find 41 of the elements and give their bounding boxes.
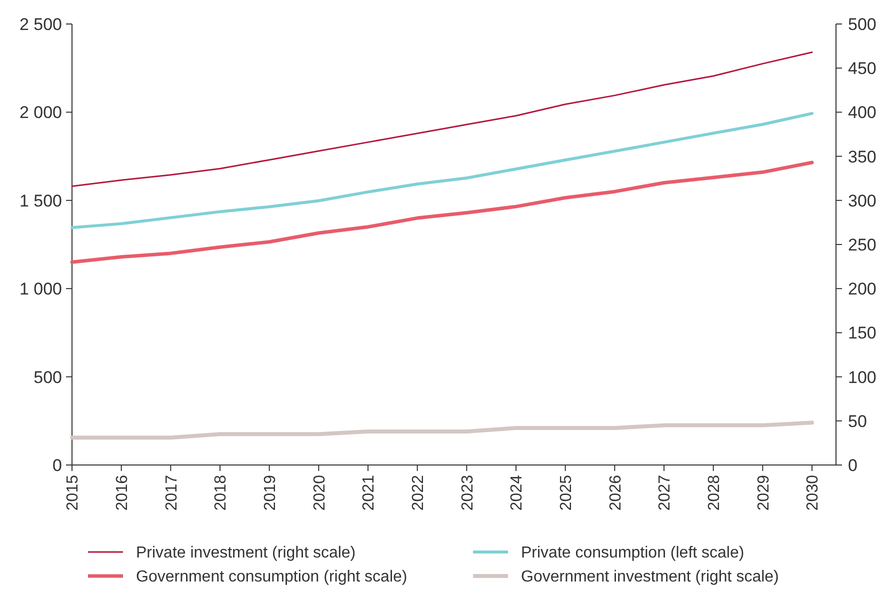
- legend-label: Government consumption (right scale): [136, 568, 408, 586]
- x-tick-label: 2025: [558, 474, 575, 511]
- y2-tick-label: 200: [848, 280, 876, 299]
- x-tick-label: 2023: [459, 474, 476, 511]
- x-tick-label: 2028: [706, 474, 723, 511]
- x-tick-label: 2020: [311, 474, 328, 511]
- y-tick-label: 2 500: [19, 14, 62, 34]
- y-tick-label: 0: [52, 456, 62, 475]
- x-tick-label: 2019: [262, 474, 279, 511]
- y-tick-label: 500: [34, 368, 62, 387]
- x-tick-label: 2021: [360, 474, 378, 511]
- y2-tick-label: 450: [848, 59, 876, 78]
- y-tick-label: 2 000: [19, 103, 62, 122]
- x-tick-label: 2022: [410, 474, 427, 511]
- x-tick-label: 2018: [212, 474, 230, 511]
- x-tick-label: 2016: [114, 474, 131, 511]
- x-tick-label: 2026: [607, 474, 624, 511]
- line-series: [71, 51, 813, 188]
- y-tick-label: 1 500: [19, 191, 62, 210]
- y-tick-label: 1 000: [19, 280, 62, 299]
- line-series: [70, 160, 814, 264]
- x-tick-label: 2024: [508, 474, 526, 511]
- y2-tick-label: 400: [848, 103, 876, 122]
- line-series: [70, 112, 814, 230]
- line-series: [70, 420, 814, 440]
- y2-tick-label: 300: [848, 191, 876, 210]
- x-tick-label: 2029: [755, 474, 772, 511]
- y2-tick-label: 500: [848, 14, 876, 34]
- legend-label: Private investment (right scale): [136, 544, 356, 562]
- x-tick-label: 2017: [163, 474, 180, 511]
- x-tick-label: 2027: [656, 474, 674, 511]
- y2-tick-label: 100: [848, 368, 876, 387]
- y2-tick-label: 150: [848, 324, 876, 343]
- y2-tick-label: 50: [848, 412, 867, 431]
- y2-tick-label: 350: [848, 147, 876, 166]
- y2-tick-label: 250: [848, 235, 876, 254]
- legend-label: Private consumption (left scale): [521, 544, 744, 562]
- legend-label: Government investment (right scale): [521, 568, 779, 586]
- x-tick-label: 2015: [64, 474, 82, 511]
- y2-tick-label: 0: [848, 456, 858, 475]
- x-tick-label: 2030: [804, 474, 822, 511]
